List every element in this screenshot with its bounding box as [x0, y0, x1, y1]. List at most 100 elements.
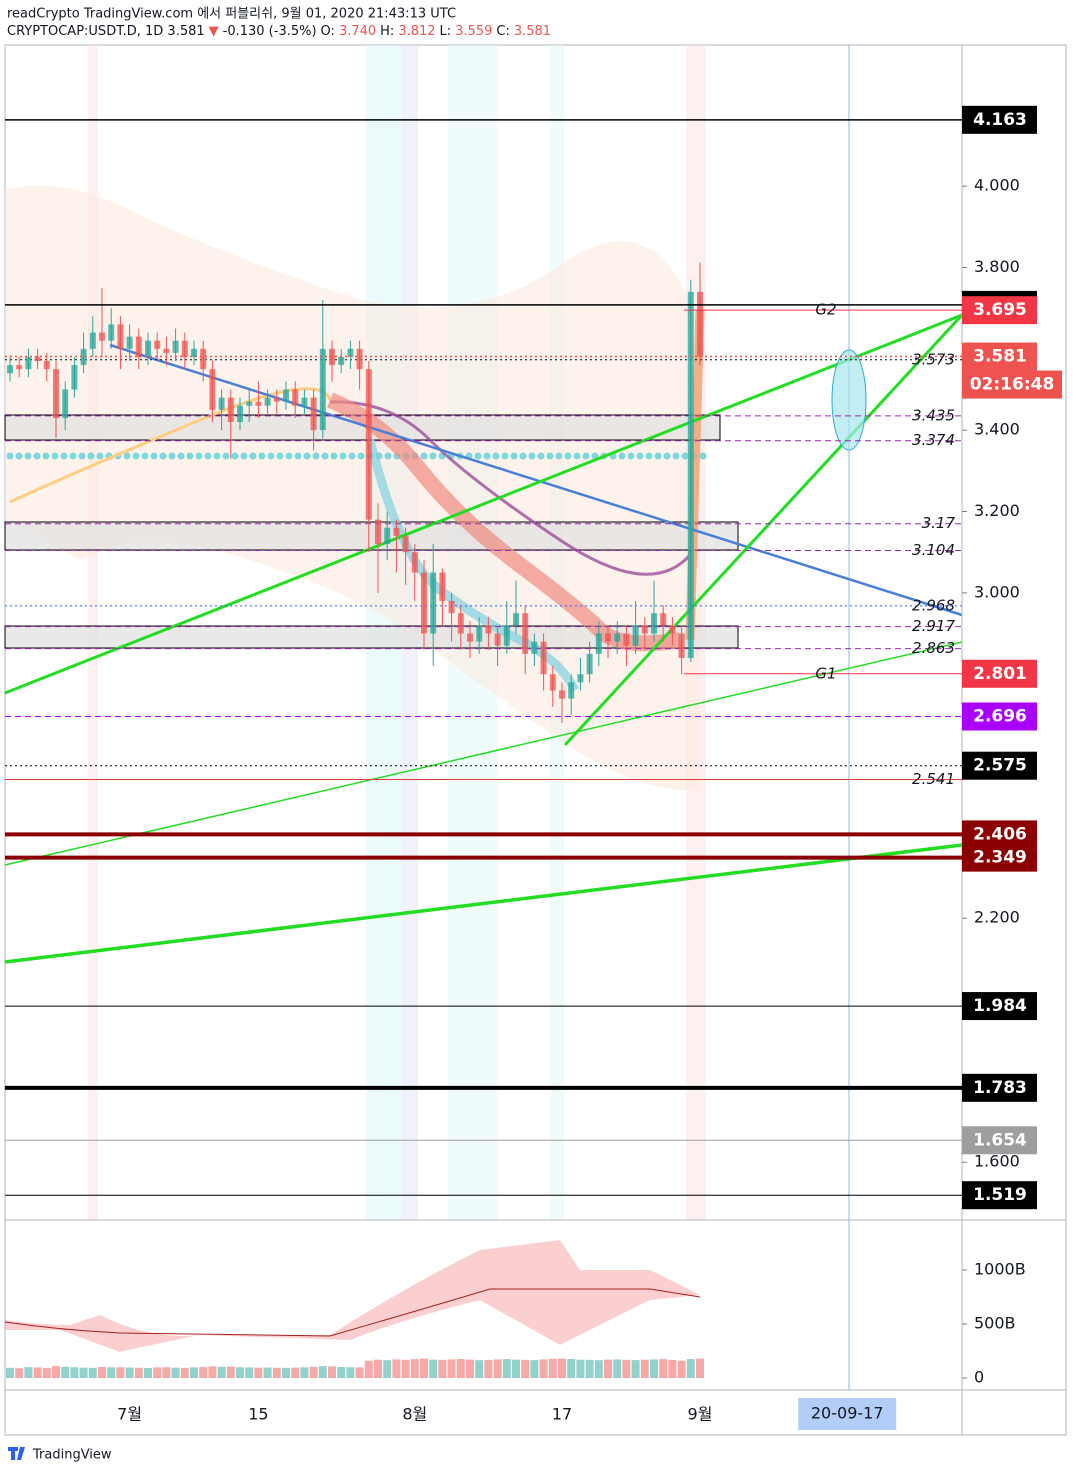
volume-bar	[355, 1367, 364, 1379]
price-label: 3.695	[973, 300, 1027, 320]
volume-bar	[6, 1367, 14, 1379]
volume-bar	[466, 1359, 474, 1379]
header-item: CRYPTOCAP:USDT.D, 1D 3.581	[7, 24, 205, 39]
volume-bar	[576, 1359, 585, 1379]
candle-body	[568, 682, 575, 699]
candle-body	[531, 641, 538, 654]
price-label-box	[962, 1126, 1037, 1155]
candle-body	[181, 340, 188, 357]
price-label-box	[962, 342, 1037, 371]
cursor-label-box	[798, 1398, 897, 1430]
level-label: 3.17	[922, 514, 956, 532]
volume-bar	[493, 1359, 502, 1379]
volume-bar	[236, 1367, 244, 1379]
volume-bar	[217, 1366, 226, 1379]
volume-bar	[383, 1360, 392, 1379]
price-label: 2.696	[973, 706, 1027, 726]
price-label: 2.575	[973, 756, 1027, 776]
candle-body	[660, 613, 667, 626]
candle-body	[641, 625, 648, 634]
candle-body	[264, 397, 271, 406]
volume-bar	[52, 1366, 60, 1379]
level-label: 2.968	[912, 596, 955, 614]
candle-body	[614, 633, 621, 642]
volume-bar	[548, 1358, 557, 1379]
candle-body	[494, 633, 501, 646]
x-tick-label: 9월	[688, 1405, 713, 1424]
volume-bar	[282, 1367, 290, 1379]
candle-body	[145, 340, 151, 357]
header-item: ▼	[209, 24, 219, 39]
candle-body	[421, 572, 427, 634]
candle-body	[273, 397, 280, 402]
candle-body	[485, 625, 492, 634]
candle-body	[687, 291, 694, 658]
volume-bar	[420, 1358, 428, 1379]
volume-bar	[190, 1367, 198, 1379]
published-line: readCrypto TradingView.com 에서 퍼블리쉬, 9월 0…	[7, 7, 456, 22]
candle-body	[117, 324, 124, 349]
candle-body	[191, 348, 197, 357]
volume-bar	[429, 1359, 438, 1379]
volume-bar	[438, 1359, 447, 1379]
candle-body	[200, 348, 207, 370]
header-item: 3.740	[339, 24, 376, 39]
volume-bar	[180, 1367, 189, 1379]
brand: TradingView	[32, 1448, 112, 1463]
candle-body	[669, 625, 676, 634]
volume-bar	[530, 1360, 539, 1379]
trend-line	[4, 843, 963, 964]
ribbon	[326, 392, 682, 652]
volume-bar	[456, 1359, 465, 1379]
candle-body	[99, 332, 105, 341]
volume-bar	[640, 1359, 649, 1379]
candle-body	[80, 348, 87, 366]
volume-bar	[512, 1359, 520, 1379]
candle-body	[163, 348, 170, 353]
volume-bar	[668, 1359, 677, 1379]
candle-body	[319, 348, 326, 431]
candle-body	[577, 674, 584, 683]
volume-bar	[116, 1367, 125, 1379]
volume-tick-label: 500B	[974, 1314, 1016, 1333]
volume-bar	[585, 1359, 594, 1379]
candle-body	[467, 633, 473, 642]
trend-line	[109, 343, 963, 617]
volume-bar	[33, 1367, 42, 1379]
candle-body	[697, 291, 703, 357]
y-tick-label: 2.200	[974, 908, 1020, 927]
candle-body	[365, 369, 372, 520]
trend-line	[4, 641, 963, 866]
volume-bar	[15, 1368, 24, 1379]
level-label: 3.374	[912, 431, 955, 449]
volume-bar	[162, 1367, 171, 1379]
candle-body	[402, 535, 409, 553]
indicator-cloud	[5, 1240, 700, 1352]
candle-body	[218, 397, 225, 410]
candle-body	[209, 369, 216, 410]
candle-body	[448, 600, 455, 614]
candle-body	[347, 348, 354, 357]
level-label: 3.573	[912, 350, 955, 368]
volume-bar	[594, 1360, 603, 1379]
candle-body	[135, 336, 142, 357]
volume-bar	[484, 1359, 493, 1379]
y-tick-label: 3.200	[974, 501, 1020, 520]
volume-tick-label: 1000B	[974, 1260, 1026, 1279]
volume-bar	[318, 1366, 327, 1379]
volume-bar	[677, 1360, 686, 1379]
candle-body	[7, 365, 13, 374]
price-label: 1.519	[973, 1185, 1027, 1205]
volume-bar	[300, 1367, 309, 1379]
header-item: -0.130 (-3.5%)	[223, 24, 317, 39]
ma-line	[329, 400, 692, 576]
candle-body	[237, 405, 243, 423]
candle-body	[384, 527, 391, 545]
volume-bar	[622, 1359, 631, 1379]
candle-body	[71, 365, 78, 390]
volume-bar	[134, 1367, 143, 1379]
volume-bar	[328, 1366, 336, 1379]
header-item: 3.559	[455, 24, 492, 39]
indicator-line	[4, 1288, 701, 1337]
level-name: G2	[815, 301, 836, 319]
